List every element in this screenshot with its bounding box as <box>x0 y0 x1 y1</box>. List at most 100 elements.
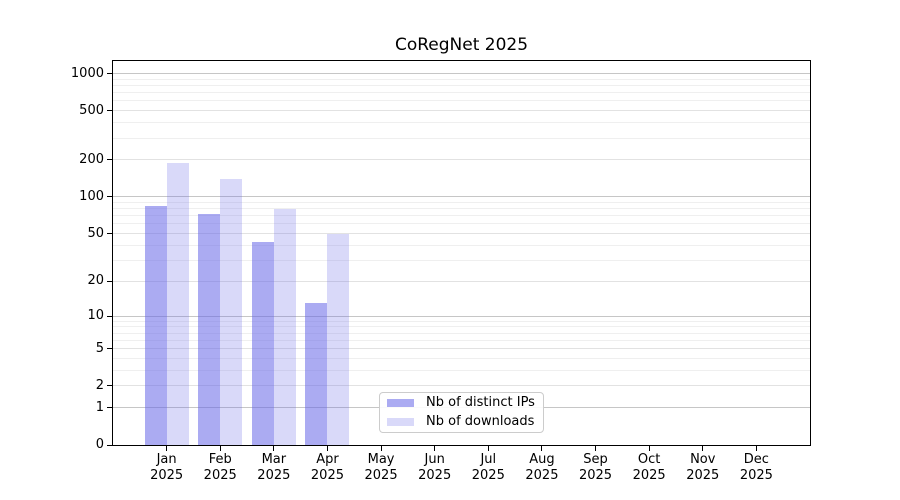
chart-title: CoRegNet 2025 <box>394 35 529 55</box>
x-tick-mark <box>595 446 597 451</box>
y-tick-mark <box>107 110 113 112</box>
grid-line-labeled <box>113 280 810 282</box>
y-tick-mark <box>107 444 113 446</box>
grid-line-minor <box>113 122 810 124</box>
x-tick-month: Jun <box>424 452 445 467</box>
y-tick-label: 5 <box>95 340 104 356</box>
x-tick-month: Jul <box>480 452 497 467</box>
x-tick-month: Feb <box>208 452 232 467</box>
bar-distinct-ips <box>305 303 328 445</box>
grid-line-labeled <box>113 348 810 350</box>
grid-line-minor <box>113 223 810 225</box>
grid-line-minor <box>113 92 810 94</box>
x-tick-mark <box>755 446 757 451</box>
grid-line-minor <box>113 332 810 334</box>
x-tick-month: Nov <box>690 452 716 467</box>
legend-item: Nb of distinct IPs <box>387 395 543 411</box>
x-tick-mark <box>648 446 650 451</box>
grid-line-labeled <box>113 110 810 112</box>
legend-label: Nb of distinct IPs <box>426 395 535 411</box>
x-tick-month: Dec <box>743 452 769 467</box>
legend-swatch <box>387 399 414 408</box>
x-tick-label: Jun 2025 <box>400 452 470 484</box>
y-tick-label: 200 <box>79 151 104 167</box>
grid-line-labeled <box>113 233 810 235</box>
x-tick-mark <box>702 446 704 451</box>
x-tick-label: Aug 2025 <box>507 452 577 484</box>
y-tick-label: 500 <box>79 102 104 118</box>
grid-line-minor <box>113 320 810 322</box>
grid-line-labeled <box>113 385 810 387</box>
x-tick-month: May <box>367 452 395 467</box>
x-tick-year: 2025 <box>525 468 559 483</box>
x-tick-mark <box>541 446 543 451</box>
bar-distinct-ips <box>198 214 221 445</box>
grid-line-minor <box>113 244 810 246</box>
y-tick-label: 2 <box>95 377 104 393</box>
y-tick-mark <box>107 159 113 161</box>
x-tick-year: 2025 <box>257 468 291 483</box>
x-tick-year: 2025 <box>418 468 452 483</box>
x-tick-mark <box>273 446 275 451</box>
x-tick-mark <box>326 446 328 451</box>
x-tick-label: May 2025 <box>346 452 416 484</box>
grid-line-minor <box>113 326 810 328</box>
x-tick-year: 2025 <box>578 468 613 483</box>
grid-line-minor <box>113 339 810 341</box>
y-tick-label: 10 <box>87 308 104 324</box>
grid-line-minor <box>113 208 810 210</box>
x-tick-label: Apr 2025 <box>292 452 362 484</box>
y-tick-label: 50 <box>87 225 104 241</box>
grid-line-major <box>113 73 810 75</box>
y-tick-mark <box>107 233 113 235</box>
legend-label: Nb of downloads <box>426 413 535 429</box>
legend-item: Nb of downloads <box>387 414 543 430</box>
y-tick-mark <box>107 73 113 75</box>
grid-line-minor <box>113 100 810 102</box>
grid-line-minor <box>113 201 810 203</box>
x-tick-month: Aug <box>529 452 555 467</box>
x-tick-month: Apr <box>316 452 339 467</box>
x-tick-year: 2025 <box>471 468 505 483</box>
x-tick-year: 2025 <box>632 468 666 483</box>
plot-area <box>112 60 811 446</box>
x-tick-label: Nov 2025 <box>668 452 738 484</box>
y-tick-mark <box>107 196 113 198</box>
y-tick-mark <box>107 280 113 282</box>
x-tick-mark <box>166 446 168 451</box>
x-tick-label: Jan 2025 <box>132 452 202 484</box>
bar-distinct-ips <box>144 205 167 445</box>
legend-swatch <box>387 417 414 426</box>
grid-line-minor <box>113 215 810 217</box>
y-tick-label: 1000 <box>70 65 104 81</box>
x-tick-label: Jul 2025 <box>453 452 523 484</box>
bar-distinct-ips <box>251 241 274 445</box>
x-tick-label: Sep 2025 <box>561 452 631 484</box>
x-tick-mark <box>434 446 436 451</box>
grid-line-minor <box>113 85 810 87</box>
y-tick-mark <box>107 407 113 409</box>
grid-line-minor <box>113 259 810 261</box>
x-tick-month: Jan <box>156 452 177 467</box>
x-tick-label: Oct 2025 <box>614 452 684 484</box>
x-tick-mark <box>380 446 382 451</box>
x-tick-month: Sep <box>583 452 608 467</box>
grid-line-major <box>113 315 810 317</box>
x-tick-label: Dec 2025 <box>721 452 791 484</box>
bar-downloads <box>327 233 350 445</box>
legend: Nb of distinct IPs Nb of downloads <box>379 392 544 433</box>
x-tick-year: 2025 <box>310 468 344 483</box>
x-tick-year: 2025 <box>203 468 237 483</box>
x-tick-month: Mar <box>261 452 287 467</box>
grid-line-minor <box>113 137 810 139</box>
x-tick-year: 2025 <box>150 468 184 483</box>
bar-downloads <box>273 208 296 445</box>
y-tick-mark <box>107 348 113 350</box>
bar-downloads <box>220 178 243 445</box>
y-tick-label: 1 <box>95 399 104 415</box>
y-tick-label: 100 <box>79 188 104 204</box>
x-tick-mark <box>219 446 221 451</box>
x-tick-month: Oct <box>637 452 661 467</box>
grid-line-minor <box>113 369 810 371</box>
